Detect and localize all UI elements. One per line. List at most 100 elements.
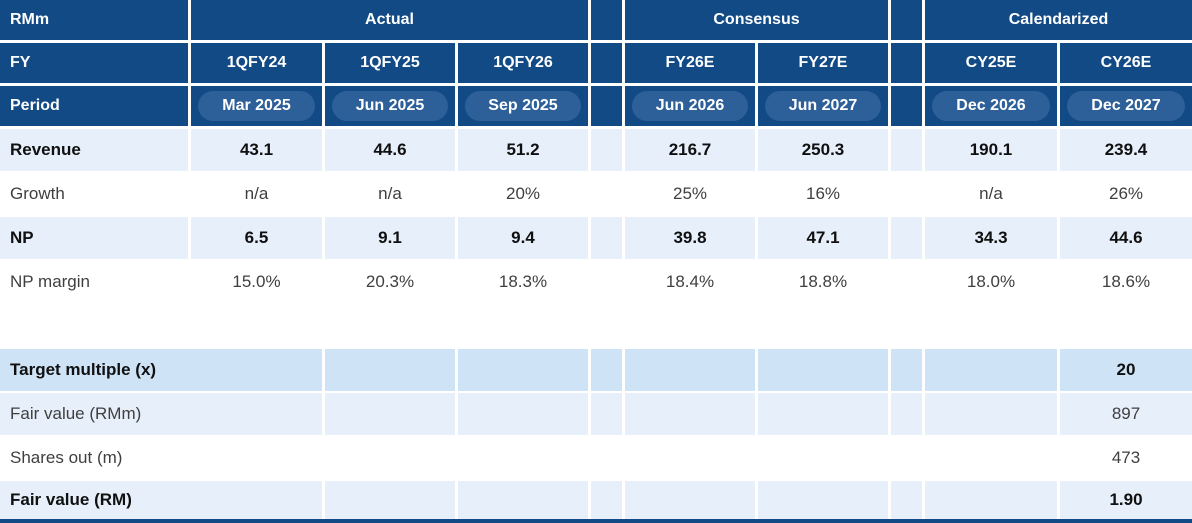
group-header-calendarized: Calendarized: [922, 0, 1192, 40]
metric-row-label: Growth: [10, 184, 65, 203]
spacer-cell: [888, 43, 922, 83]
metric-value: n/a: [922, 173, 1057, 215]
empty-cell: [322, 437, 455, 479]
empty-cell: [922, 437, 1057, 479]
valuation-value: 20: [1057, 349, 1192, 391]
fy-header-cell: CY26E: [1057, 43, 1192, 83]
empty-cell: [455, 349, 588, 391]
period-pill: Mar 2025: [198, 91, 315, 121]
empty-cell: [755, 481, 888, 519]
valuation-row-label: Target multiple (x): [10, 360, 157, 379]
metric-value: 18.8%: [755, 261, 888, 303]
valuation-row-label: Fair value (RMm): [10, 404, 142, 423]
spacer-cell: [588, 393, 622, 435]
empty-cell: [622, 481, 755, 519]
metric-value: 190.1: [922, 129, 1057, 171]
period-pill: Sep 2025: [465, 91, 581, 121]
fy-header-cell: FY26E: [622, 43, 755, 83]
valuation-value: 1.90: [1057, 481, 1192, 519]
spacer-cell: [588, 261, 622, 303]
metric-value: 25%: [622, 173, 755, 215]
spacer-cell: [888, 86, 922, 126]
metric-value: 44.6: [322, 129, 455, 171]
period-cell: Mar 2025: [188, 86, 322, 126]
metric-value: 47.1: [755, 217, 888, 259]
fy-header-cell: 1QFY26: [455, 43, 588, 83]
spacer-cell: [588, 217, 622, 259]
valuation-row-label: Shares out (m): [10, 448, 123, 467]
header-period-row: Period Mar 2025 Jun 2025 Sep 2025 Jun 20…: [0, 86, 1192, 129]
spacer-cell: [888, 393, 922, 435]
empty-cell: [622, 437, 755, 479]
metric-value: n/a: [188, 173, 322, 215]
valuation-row-fair-value-rmm: Fair value (RMm) 897: [0, 393, 1192, 437]
metric-value: 9.4: [455, 217, 588, 259]
empty-cell: [922, 481, 1057, 519]
metric-row-revenue: Revenue 43.1 44.6 51.2 216.7 250.3 190.1…: [0, 129, 1192, 173]
metric-row-np: NP 6.5 9.1 9.4 39.8 47.1 34.3 44.6: [0, 217, 1192, 261]
fy-header-cell: CY25E: [922, 43, 1057, 83]
spacer-cell: [588, 129, 622, 171]
metric-row-label: NP: [10, 228, 34, 247]
spacer-cell: [588, 481, 622, 519]
empty-cell: [322, 393, 455, 435]
empty-cell: [755, 393, 888, 435]
period-cell: Jun 2025: [322, 86, 455, 126]
metric-value: 44.6: [1057, 217, 1192, 259]
section-gap: [0, 305, 1192, 349]
valuation-row-target-multiple: Target multiple (x) 20: [0, 349, 1192, 393]
period-pill: Jun 2027: [765, 91, 881, 121]
group-header-actual: Actual: [188, 0, 588, 40]
spacer-cell: [888, 437, 922, 479]
metric-value: 15.0%: [188, 261, 322, 303]
period-pill: Dec 2027: [1067, 91, 1185, 121]
metric-value: 18.0%: [922, 261, 1057, 303]
empty-cell: [455, 437, 588, 479]
spacer-cell: [888, 173, 922, 215]
fy-header-cell: 1QFY24: [188, 43, 322, 83]
period-pill: Jun 2026: [632, 91, 748, 121]
spacer-cell: [888, 0, 922, 40]
metric-value: 239.4: [1057, 129, 1192, 171]
period-cell: Sep 2025: [455, 86, 588, 126]
empty-cell: [922, 393, 1057, 435]
fy-header-cell: FY27E: [755, 43, 888, 83]
spacer-cell: [588, 86, 622, 126]
period-pill: Dec 2026: [932, 91, 1050, 121]
header-group-row: RMm Actual Consensus Calendarized: [0, 0, 1192, 43]
metric-row-label: Revenue: [10, 140, 81, 159]
metric-value: 216.7: [622, 129, 755, 171]
spacer-cell: [888, 261, 922, 303]
metric-value: 18.6%: [1057, 261, 1192, 303]
fy-label: FY: [0, 43, 188, 83]
metric-value: n/a: [322, 173, 455, 215]
spacer-cell: [588, 43, 622, 83]
metric-row-np-margin: NP margin 15.0% 20.3% 18.3% 18.4% 18.8% …: [0, 261, 1192, 305]
empty-cell: [322, 481, 455, 519]
period-cell: Jun 2026: [622, 86, 755, 126]
empty-cell: [622, 393, 755, 435]
metric-value: 26%: [1057, 173, 1192, 215]
group-header-consensus: Consensus: [622, 0, 888, 40]
period-pill: Jun 2025: [332, 91, 448, 121]
metric-value: 20%: [455, 173, 588, 215]
metric-value: 20.3%: [322, 261, 455, 303]
header-fy-row: FY 1QFY24 1QFY25 1QFY26 FY26E FY27E CY25…: [0, 43, 1192, 86]
valuation-value: 897: [1057, 393, 1192, 435]
spacer-cell: [588, 0, 622, 40]
metric-value: 250.3: [755, 129, 888, 171]
valuation-row-shares-out: Shares out (m) 473: [0, 437, 1192, 481]
valuation-value: 473: [1057, 437, 1192, 479]
metric-value: 9.1: [322, 217, 455, 259]
period-cell: Jun 2027: [755, 86, 888, 126]
period-cell: Dec 2027: [1057, 86, 1192, 126]
metric-value: 16%: [755, 173, 888, 215]
empty-cell: [755, 349, 888, 391]
empty-cell: [922, 349, 1057, 391]
spacer-cell: [588, 173, 622, 215]
empty-cell: [322, 349, 455, 391]
metric-value: 43.1: [188, 129, 322, 171]
spacer-cell: [888, 129, 922, 171]
period-label: Period: [0, 86, 188, 126]
